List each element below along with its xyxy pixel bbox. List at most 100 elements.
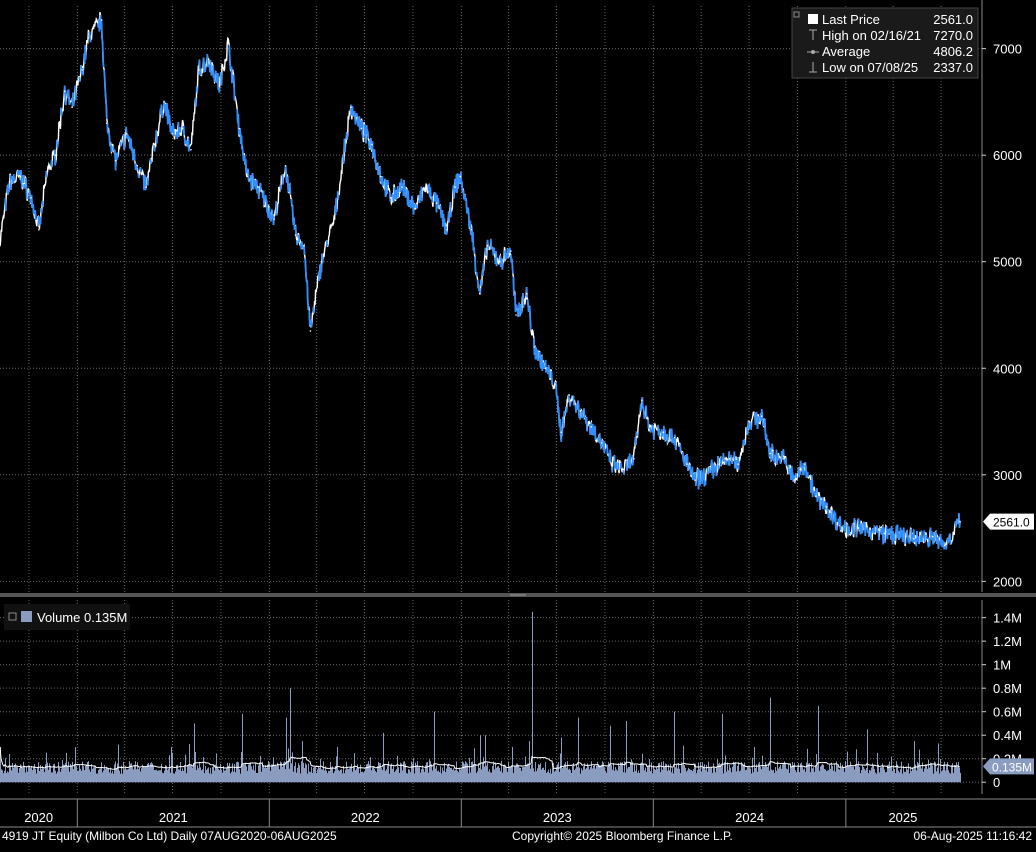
volume-bar <box>960 773 961 782</box>
volume-bar <box>649 759 650 782</box>
volume-bar <box>145 767 146 782</box>
volume-bar <box>258 765 259 782</box>
legend-row-value: 2337.0 <box>933 60 973 75</box>
volume-bar <box>448 764 449 782</box>
price-down-segment <box>270 214 271 222</box>
price-down-segment <box>461 172 462 183</box>
volume-bar <box>771 770 772 783</box>
volume-bar <box>287 761 288 782</box>
volume-bar <box>350 767 351 782</box>
price-point <box>841 527 843 529</box>
volume-bar <box>633 772 634 782</box>
volume-bar <box>473 764 474 782</box>
volume-bar <box>700 762 701 782</box>
volume-bar <box>497 767 498 783</box>
price-down-segment <box>68 89 69 97</box>
volume-bar <box>285 769 286 782</box>
price-down-segment <box>445 219 446 234</box>
volume-bar <box>652 773 653 782</box>
volume-bar <box>778 769 779 783</box>
price-down-segment <box>314 307 315 313</box>
price-point <box>534 346 536 348</box>
price-down-segment <box>959 513 960 527</box>
volume-bar <box>725 755 726 782</box>
volume-bar <box>455 770 456 783</box>
volume-bar <box>81 771 82 782</box>
price-down-segment <box>782 451 783 460</box>
volume-bar <box>864 769 865 782</box>
volume-bar <box>492 766 493 782</box>
volume-bar <box>68 762 69 783</box>
volume-bar <box>76 766 77 782</box>
volume-bar <box>764 766 765 782</box>
volume-bar <box>190 765 191 782</box>
price-down-segment <box>306 266 307 277</box>
price-point <box>826 506 828 508</box>
price-down-segment <box>856 525 857 537</box>
volume-bar <box>298 763 299 782</box>
volume-bar <box>205 766 206 782</box>
volume-bar <box>767 767 768 782</box>
price-down-segment <box>618 463 619 471</box>
price-down-segment <box>957 519 958 524</box>
price-point <box>446 229 448 231</box>
price-down-segment <box>950 534 951 545</box>
price-down-segment <box>936 539 937 544</box>
volume-bar <box>233 772 234 783</box>
volume-bar <box>288 749 289 783</box>
volume-bar <box>925 764 926 782</box>
price-point <box>390 197 392 199</box>
volume-bar <box>894 769 895 782</box>
price-down-segment <box>180 127 181 132</box>
volume-bar <box>250 762 251 782</box>
price-down-segment <box>462 183 463 192</box>
volume-bar <box>27 772 28 783</box>
price-down-segment <box>304 245 305 255</box>
price-down-segment <box>283 175 284 185</box>
volume-bar <box>476 773 477 782</box>
volume-bar <box>917 762 918 782</box>
volume-bar <box>877 753 878 782</box>
volume-bar <box>329 771 330 782</box>
volume-bar <box>211 774 212 783</box>
volume-bar <box>559 772 560 782</box>
volume-bar <box>943 764 944 782</box>
price-down-segment <box>566 407 567 413</box>
volume-bar <box>83 766 84 782</box>
volume-bar <box>58 762 59 782</box>
volume-bar <box>173 773 174 782</box>
price-down-segment <box>229 45 230 60</box>
volume-bar <box>224 771 225 783</box>
volume-bar <box>671 772 672 782</box>
price-down-segment <box>756 412 757 418</box>
price-down-segment <box>924 531 925 543</box>
volume-bar <box>364 771 365 782</box>
volume-bar <box>460 769 461 782</box>
volume-bar <box>181 771 182 782</box>
price-point <box>321 261 323 263</box>
volume-bar <box>621 763 622 783</box>
volume-bar <box>362 772 363 783</box>
volume-bar <box>776 771 777 782</box>
price-down-segment <box>761 413 762 421</box>
last-price-tag-label: 2561.0 <box>993 516 1030 530</box>
volume-bar <box>602 761 603 782</box>
volume-bar <box>651 763 652 783</box>
volume-bar <box>310 772 311 782</box>
volume-bar <box>521 771 522 782</box>
volume-bar <box>42 766 43 782</box>
volume-bar <box>558 762 559 782</box>
volume-bar <box>222 773 223 783</box>
volume-bar <box>122 774 123 783</box>
volume-bar <box>530 769 531 783</box>
price-down-segment <box>721 457 722 465</box>
volume-bar <box>111 773 112 782</box>
volume-bar <box>512 747 513 782</box>
volume-bar <box>936 771 937 782</box>
price-down-segment <box>390 192 391 202</box>
volume-bar <box>3 773 4 782</box>
price-down-segment <box>355 119 356 124</box>
volume-bar <box>326 771 327 783</box>
price-down-segment <box>41 208 42 213</box>
price-point <box>163 101 165 103</box>
